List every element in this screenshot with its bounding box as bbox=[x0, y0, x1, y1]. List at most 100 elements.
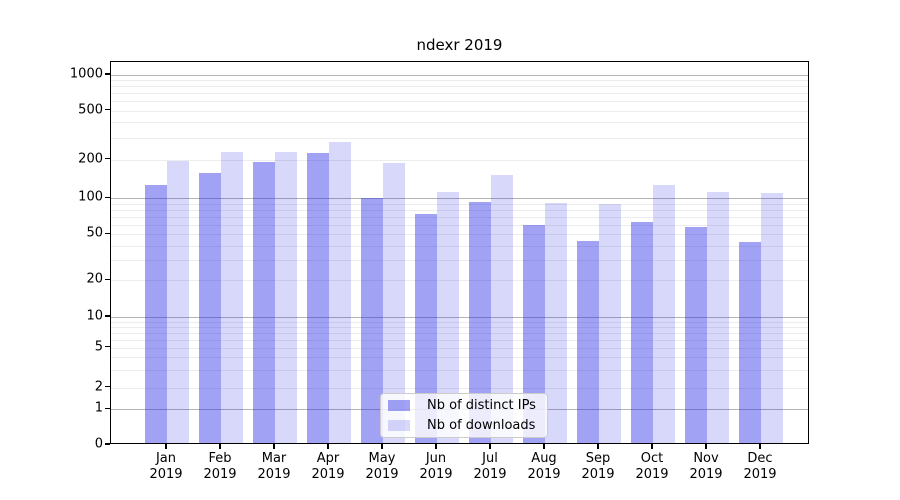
bar-distinct-ips-dec bbox=[739, 242, 761, 443]
bar-distinct-ips-oct bbox=[631, 221, 653, 443]
bar-distinct-ips-jul bbox=[469, 201, 491, 443]
legend-row-distinct-ips: Nb of distinct IPs bbox=[388, 398, 547, 414]
gridline-minor-700 bbox=[111, 93, 808, 95]
y-tick-label-20: 20 bbox=[86, 271, 103, 287]
gridline-minor-40 bbox=[111, 245, 808, 247]
x-tick-mark-oct bbox=[651, 444, 653, 449]
gridline-minor-8 bbox=[111, 326, 808, 328]
bar-downloads-aug bbox=[545, 202, 567, 443]
x-tick-label-jun: Jun 2019 bbox=[419, 451, 453, 482]
legend-label-distinct-ips: Nb of distinct IPs bbox=[427, 398, 536, 413]
x-tick-mark-jul bbox=[489, 444, 491, 449]
y-tick-mark-100 bbox=[105, 196, 110, 198]
x-tick-mark-apr bbox=[327, 444, 329, 449]
plot-area: Nb of distinct IPs Nb of downloads bbox=[110, 61, 809, 444]
bar-distinct-ips-jun bbox=[415, 214, 437, 443]
gridline-major-10 bbox=[111, 317, 808, 318]
chart-title: ndexr 2019 bbox=[416, 36, 503, 54]
x-tick-mark-nov bbox=[705, 444, 707, 449]
gridline-minor-20 bbox=[111, 280, 808, 282]
bar-downloads-feb bbox=[221, 151, 243, 443]
bar-downloads-may bbox=[383, 162, 405, 443]
x-tick-label-oct: Oct 2019 bbox=[635, 451, 669, 482]
gridline-minor-30 bbox=[111, 259, 808, 261]
y-tick-label-2: 2 bbox=[94, 379, 103, 395]
x-tick-label-may: May 2019 bbox=[365, 451, 399, 482]
bar-downloads-jan bbox=[167, 161, 189, 443]
gridline-minor-900 bbox=[111, 80, 808, 82]
bar-downloads-jun bbox=[437, 192, 459, 443]
x-tick-label-sep: Sep 2019 bbox=[581, 451, 615, 482]
y-tick-label-500: 500 bbox=[78, 102, 103, 117]
gridline-minor-2 bbox=[111, 387, 808, 389]
bar-distinct-ips-sep bbox=[577, 241, 599, 443]
y-tick-mark-20 bbox=[105, 278, 110, 280]
y-tick-mark-2 bbox=[105, 386, 110, 388]
legend-row-downloads: Nb of downloads bbox=[388, 418, 547, 434]
y-tick-label-1000: 1000 bbox=[69, 66, 103, 82]
y-tick-label-200: 200 bbox=[78, 151, 103, 167]
x-tick-mark-dec bbox=[759, 444, 761, 449]
y-tick-mark-1 bbox=[105, 407, 110, 409]
x-tick-mark-aug bbox=[543, 444, 545, 449]
x-tick-label-nov: Nov 2019 bbox=[689, 451, 723, 482]
gridline-minor-6 bbox=[111, 339, 808, 341]
bar-distinct-ips-nov bbox=[685, 227, 707, 443]
x-tick-mark-may bbox=[381, 444, 383, 449]
y-tick-label-50: 50 bbox=[86, 225, 103, 241]
y-tick-mark-200 bbox=[105, 158, 110, 160]
y-tick-mark-50 bbox=[105, 232, 110, 234]
gridline-minor-80 bbox=[111, 209, 808, 211]
gridline-minor-70 bbox=[111, 216, 808, 218]
x-tick-mark-jun bbox=[435, 444, 437, 449]
gridline-major-100 bbox=[111, 198, 808, 200]
bar-distinct-ips-may bbox=[361, 198, 383, 443]
y-tick-mark-500 bbox=[105, 108, 110, 111]
y-tick-mark-5 bbox=[105, 346, 110, 348]
x-tick-label-apr: Apr 2019 bbox=[311, 451, 345, 482]
bar-downloads-nov bbox=[707, 192, 729, 443]
legend: Nb of distinct IPs Nb of downloads bbox=[380, 393, 548, 438]
gridline-minor-5 bbox=[111, 347, 808, 349]
bar-downloads-dec bbox=[761, 193, 783, 443]
y-tick-mark-10 bbox=[105, 315, 110, 317]
bar-downloads-oct bbox=[653, 185, 675, 443]
x-tick-mark-sep bbox=[597, 444, 599, 449]
bar-downloads-jul bbox=[491, 175, 513, 443]
x-tick-mark-mar bbox=[273, 444, 275, 449]
legend-swatch-downloads bbox=[388, 420, 410, 431]
x-tick-label-mar: Mar 2019 bbox=[257, 451, 291, 482]
bar-downloads-apr bbox=[329, 142, 351, 443]
x-tick-label-jul: Jul 2019 bbox=[473, 451, 507, 482]
bar-downloads-sep bbox=[599, 204, 621, 443]
bar-distinct-ips-aug bbox=[523, 224, 545, 443]
legend-label-downloads: Nb of downloads bbox=[427, 418, 536, 433]
bar-distinct-ips-jan bbox=[145, 184, 167, 443]
x-tick-label-aug: Aug 2019 bbox=[527, 451, 561, 482]
bar-downloads-mar bbox=[275, 151, 297, 443]
gridline-minor-800 bbox=[111, 86, 808, 88]
gridline-minor-90 bbox=[111, 203, 808, 205]
y-tick-label-0: 0 bbox=[94, 436, 103, 452]
gridline-minor-3 bbox=[111, 369, 808, 371]
bar-distinct-ips-apr bbox=[307, 153, 329, 443]
gridline-minor-500 bbox=[111, 110, 808, 112]
x-tick-mark-jan bbox=[165, 444, 167, 449]
y-tick-label-5: 5 bbox=[94, 339, 103, 355]
gridline-major-1000 bbox=[111, 75, 808, 76]
gridline-minor-200 bbox=[111, 159, 808, 161]
bar-distinct-ips-feb bbox=[199, 172, 221, 443]
y-tick-label-100: 100 bbox=[78, 189, 103, 205]
y-tick-mark-0 bbox=[105, 443, 110, 445]
gridline-minor-7 bbox=[111, 332, 808, 334]
gridline-minor-60 bbox=[111, 224, 808, 226]
legend-swatch-distinct-ips bbox=[388, 400, 410, 411]
gridline-minor-4 bbox=[111, 357, 808, 359]
x-tick-label-jan: Jan 2019 bbox=[149, 451, 183, 482]
y-tick-label-10: 10 bbox=[86, 308, 103, 324]
gridline-minor-400 bbox=[111, 122, 808, 124]
x-tick-label-feb: Feb 2019 bbox=[203, 451, 237, 482]
gridline-minor-9 bbox=[111, 321, 808, 323]
gridline-minor-600 bbox=[111, 101, 808, 103]
gridline-minor-300 bbox=[111, 137, 808, 139]
